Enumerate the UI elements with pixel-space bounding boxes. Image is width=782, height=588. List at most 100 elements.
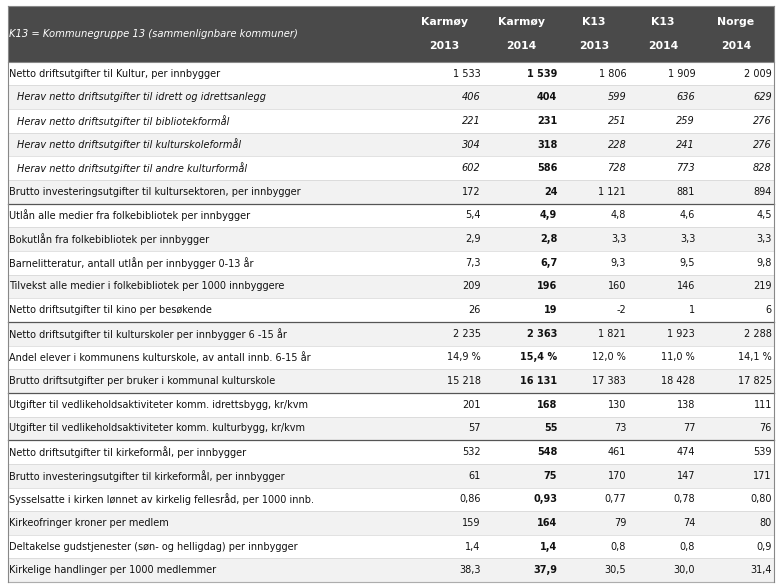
Text: 130: 130 — [608, 400, 626, 410]
Text: 2013: 2013 — [429, 41, 460, 51]
Bar — [8, 487, 774, 511]
Bar — [8, 440, 774, 464]
Text: 1 909: 1 909 — [668, 69, 695, 79]
Text: 15,4 %: 15,4 % — [520, 352, 558, 362]
Text: 26: 26 — [468, 305, 481, 315]
Text: 318: 318 — [537, 139, 558, 149]
Text: 1 821: 1 821 — [598, 329, 626, 339]
Text: Herav netto driftsutgifter til bibliotekformål: Herav netto driftsutgifter til bibliotek… — [17, 115, 230, 127]
Text: Deltakelse gudstjenester (søn- og helligdag) per innbygger: Deltakelse gudstjenester (søn- og hellig… — [9, 542, 298, 552]
Text: 828: 828 — [753, 163, 772, 173]
Text: 79: 79 — [614, 518, 626, 528]
Text: 0,78: 0,78 — [673, 495, 695, 505]
Text: Sysselsatte i kirken lønnet av kirkelig fellesråd, per 1000 innb.: Sysselsatte i kirken lønnet av kirkelig … — [9, 493, 314, 505]
Text: 147: 147 — [676, 470, 695, 480]
Bar — [8, 511, 774, 535]
Bar — [8, 251, 774, 275]
Text: 30,5: 30,5 — [604, 565, 626, 575]
Text: 2 235: 2 235 — [453, 329, 481, 339]
Bar — [8, 369, 774, 393]
Text: 75: 75 — [543, 470, 558, 480]
Text: 111: 111 — [754, 400, 772, 410]
Text: 2014: 2014 — [506, 41, 536, 51]
Text: 2014: 2014 — [648, 41, 678, 51]
Text: 0,8: 0,8 — [680, 542, 695, 552]
Text: Utlån alle medier fra folkebibliotek per innbygger: Utlån alle medier fra folkebibliotek per… — [9, 209, 250, 222]
Text: Andel elever i kommunens kulturskole, av antall innb. 6-15 år: Andel elever i kommunens kulturskole, av… — [9, 352, 311, 363]
Text: 586: 586 — [537, 163, 558, 173]
Bar — [8, 464, 774, 487]
Text: 0,93: 0,93 — [533, 495, 558, 505]
Bar — [8, 228, 774, 251]
Text: 599: 599 — [608, 92, 626, 102]
Text: Netto driftsutgifter til kulturskoler per innbygger 6 -15 år: Netto driftsutgifter til kulturskoler pe… — [9, 328, 287, 340]
Text: 3,3: 3,3 — [611, 234, 626, 244]
Text: -2: -2 — [616, 305, 626, 315]
Text: 80: 80 — [759, 518, 772, 528]
Text: 406: 406 — [462, 92, 481, 102]
Text: 61: 61 — [468, 470, 481, 480]
Text: 3,3: 3,3 — [756, 234, 772, 244]
Text: 17 825: 17 825 — [737, 376, 772, 386]
Text: 160: 160 — [608, 282, 626, 292]
Text: 1 533: 1 533 — [453, 69, 481, 79]
Text: 12,0 %: 12,0 % — [592, 352, 626, 362]
Text: 172: 172 — [462, 187, 481, 197]
Text: 159: 159 — [462, 518, 481, 528]
Text: 24: 24 — [543, 187, 558, 197]
Text: 1: 1 — [689, 305, 695, 315]
Bar — [8, 133, 774, 156]
Text: 2,8: 2,8 — [540, 234, 558, 244]
Text: 474: 474 — [676, 447, 695, 457]
Text: Brutto driftsutgifter per bruker i kommunal kulturskole: Brutto driftsutgifter per bruker i kommu… — [9, 376, 275, 386]
Text: 894: 894 — [754, 187, 772, 197]
Text: 2013: 2013 — [579, 41, 609, 51]
Text: 37,9: 37,9 — [533, 565, 558, 575]
Text: 209: 209 — [462, 282, 481, 292]
Bar — [8, 322, 774, 346]
Text: 6: 6 — [766, 305, 772, 315]
Text: 15 218: 15 218 — [447, 376, 481, 386]
Text: 1,4: 1,4 — [540, 542, 558, 552]
Text: 221: 221 — [462, 116, 481, 126]
Text: Karmøy: Karmøy — [498, 16, 545, 26]
Text: 4,5: 4,5 — [756, 211, 772, 220]
Text: 19: 19 — [543, 305, 558, 315]
Text: K13: K13 — [583, 16, 606, 26]
Text: 77: 77 — [683, 423, 695, 433]
Bar — [8, 62, 774, 85]
Bar — [8, 535, 774, 559]
Text: Herav netto driftsutgifter til kulturskoleformål: Herav netto driftsutgifter til kultursko… — [17, 139, 242, 151]
Text: 241: 241 — [676, 139, 695, 149]
Text: 276: 276 — [753, 139, 772, 149]
Text: 55: 55 — [543, 423, 558, 433]
Text: 38,3: 38,3 — [459, 565, 481, 575]
Text: 6,7: 6,7 — [540, 258, 558, 268]
Text: Herav netto driftsutgifter til andre kulturformål: Herav netto driftsutgifter til andre kul… — [17, 162, 247, 174]
Bar — [8, 180, 774, 203]
Text: 228: 228 — [608, 139, 626, 149]
Bar — [8, 6, 774, 62]
Text: 1 539: 1 539 — [527, 69, 558, 79]
Text: 30,0: 30,0 — [674, 565, 695, 575]
Text: 0,80: 0,80 — [751, 495, 772, 505]
Text: Tilvekst alle medier i folkebibliotek per 1000 innbyggere: Tilvekst alle medier i folkebibliotek pe… — [9, 282, 285, 292]
Text: Netto driftsutgifter til kino per besøkende: Netto driftsutgifter til kino per besøke… — [9, 305, 212, 315]
Text: Netto driftsutgifter til Kultur, per innbygger: Netto driftsutgifter til Kultur, per inn… — [9, 69, 221, 79]
Text: 2014: 2014 — [721, 41, 751, 51]
Text: 11,0 %: 11,0 % — [662, 352, 695, 362]
Text: 4,8: 4,8 — [611, 211, 626, 220]
Text: K13: K13 — [651, 16, 675, 26]
Text: 18 428: 18 428 — [662, 376, 695, 386]
Text: Brutto investeringsutgifter til kultursektoren, per innbygger: Brutto investeringsutgifter til kulturse… — [9, 187, 301, 197]
Text: 0,9: 0,9 — [756, 542, 772, 552]
Bar — [8, 393, 774, 416]
Text: 9,3: 9,3 — [611, 258, 626, 268]
Text: 1 923: 1 923 — [668, 329, 695, 339]
Text: 4,9: 4,9 — [540, 211, 558, 220]
Text: 1 806: 1 806 — [598, 69, 626, 79]
Text: Netto driftsutgifter til kirkeformål, per innbygger: Netto driftsutgifter til kirkeformål, pe… — [9, 446, 246, 458]
Text: 773: 773 — [676, 163, 695, 173]
Text: Kirkelige handlinger per 1000 medlemmer: Kirkelige handlinger per 1000 medlemmer — [9, 565, 217, 575]
Text: Herav netto driftsutgifter til idrett og idrettsanlegg: Herav netto driftsutgifter til idrett og… — [17, 92, 266, 102]
